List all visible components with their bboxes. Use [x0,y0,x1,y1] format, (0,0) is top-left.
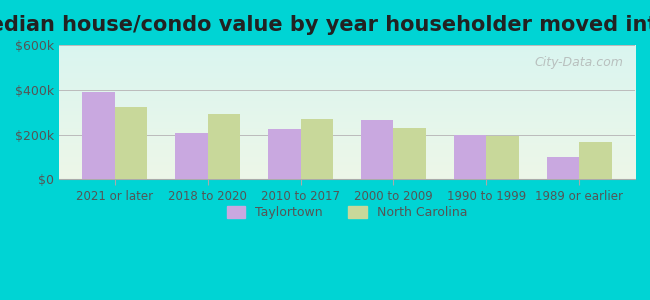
Bar [579,142,612,179]
Bar [207,114,240,179]
Bar [393,128,426,179]
Legend: Taylortown, North Carolina: Taylortown, North Carolina [222,201,473,224]
Bar [115,106,148,179]
Bar [454,135,486,179]
Bar [175,134,207,179]
Bar [82,92,115,179]
Bar [300,119,333,179]
Bar [547,157,579,179]
Text: City-Data.com: City-Data.com [534,56,623,69]
Bar [361,120,393,179]
Bar [486,136,519,179]
Title: Median house/condo value by year householder moved into unit: Median house/condo value by year househo… [0,15,650,35]
Bar [268,129,300,179]
